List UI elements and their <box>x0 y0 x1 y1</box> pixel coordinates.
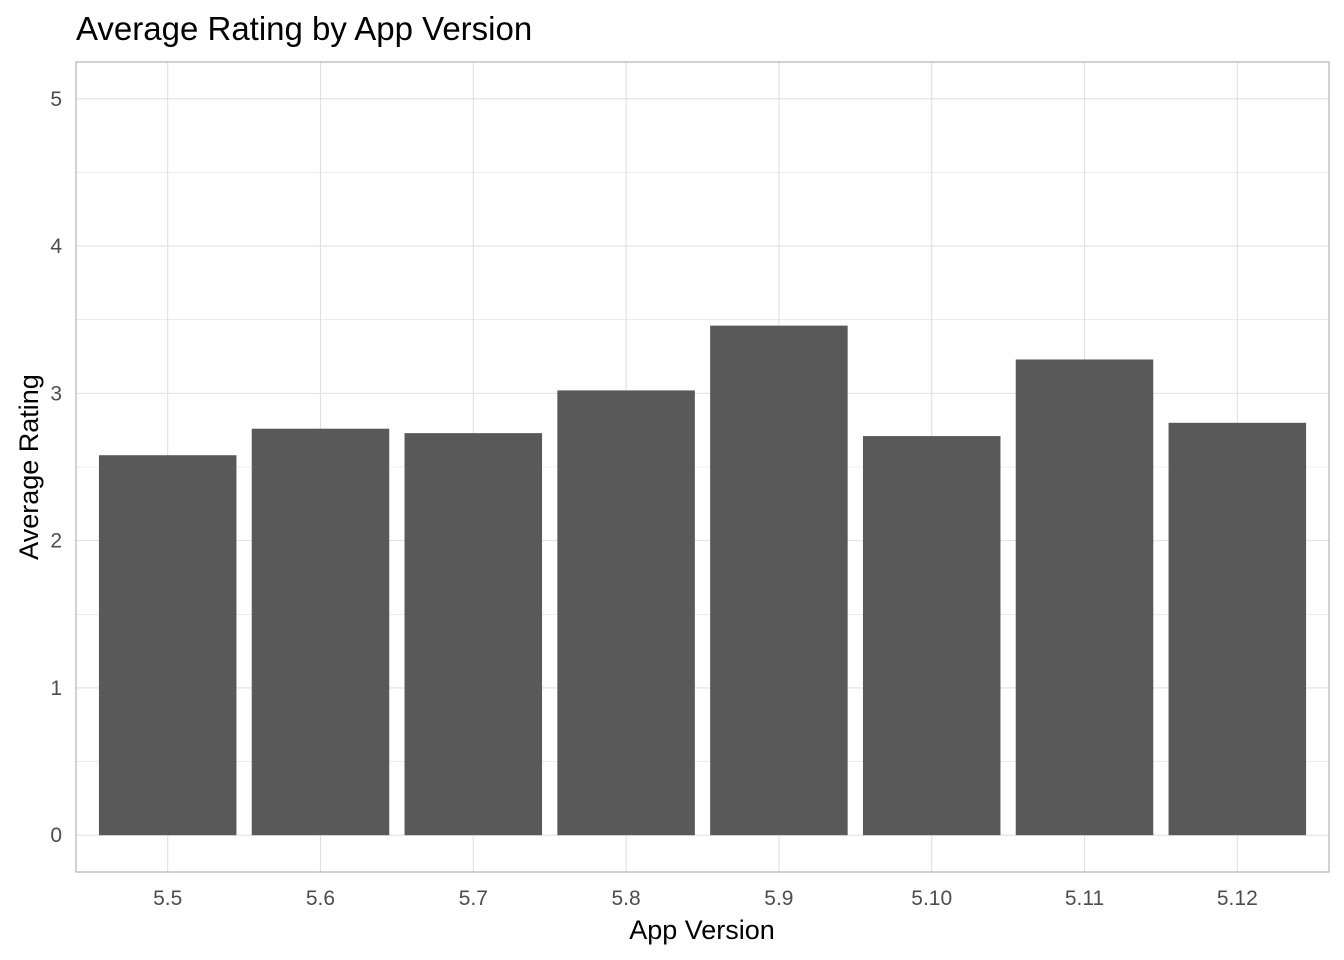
bar-5.10 <box>862 436 1001 836</box>
x-tick-label: 5.6 <box>306 887 335 910</box>
bar-5.12 <box>1168 422 1307 836</box>
chart-title: Average Rating by App Version <box>76 10 532 47</box>
bar-5.8 <box>557 390 695 836</box>
y-axis-ticks: 0 1 2 3 4 5 <box>50 88 62 847</box>
x-tick-label: 5.12 <box>1217 887 1258 910</box>
y-tick-label: 1 <box>50 677 62 700</box>
bar-5.5 <box>98 455 237 836</box>
bar-5.11 <box>1015 359 1154 836</box>
y-tick-label: 3 <box>50 382 62 405</box>
x-tick-label: 5.7 <box>459 887 488 910</box>
x-axis-ticks: 5.5 5.6 5.7 5.8 5.9 5.10 5.11 5.12 <box>153 887 1258 910</box>
bars <box>98 325 1307 836</box>
x-tick-label: 5.11 <box>1065 887 1104 910</box>
bar-5.6 <box>251 428 390 836</box>
x-axis-title: App Version <box>629 915 775 945</box>
y-tick-label: 0 <box>50 824 62 847</box>
y-axis-title: Average Rating <box>14 374 44 560</box>
x-tick-label: 5.9 <box>764 887 793 910</box>
x-tick-label: 5.5 <box>153 887 182 910</box>
x-tick-label: 5.10 <box>911 887 952 910</box>
y-tick-label: 5 <box>50 88 62 111</box>
panel-border <box>75 61 1330 873</box>
bar-5.9 <box>710 325 848 836</box>
x-tick-label: 5.8 <box>611 887 640 910</box>
y-tick-label: 2 <box>50 530 62 553</box>
bar-5.7 <box>404 433 543 836</box>
y-tick-label: 4 <box>50 235 62 258</box>
